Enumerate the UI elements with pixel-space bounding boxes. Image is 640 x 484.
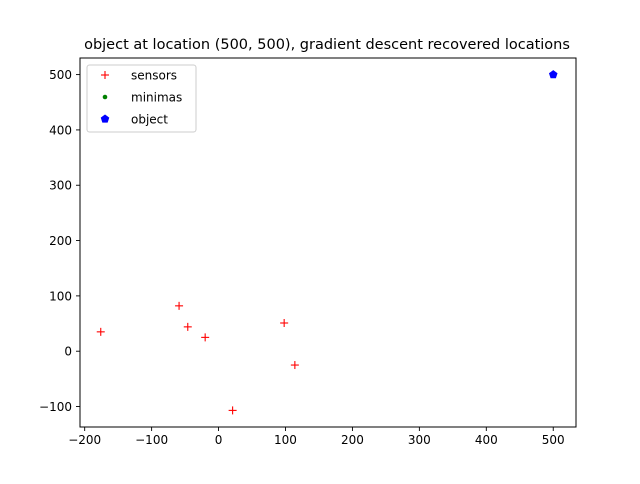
y-tick-label: 400 bbox=[49, 123, 72, 137]
sensors-point bbox=[280, 318, 289, 327]
axes-frame bbox=[79, 57, 577, 428]
legend-label-minimas: minimas bbox=[131, 91, 182, 105]
x-tick-label: 200 bbox=[341, 433, 364, 447]
legend-box bbox=[86, 64, 197, 133]
x-tick-label: 300 bbox=[408, 433, 431, 447]
sensors-point bbox=[290, 361, 299, 370]
legend-label-object: object bbox=[131, 113, 168, 127]
legend-marker-object bbox=[100, 114, 110, 123]
legend-label-sensors: sensors bbox=[131, 69, 177, 83]
plot-area bbox=[96, 70, 558, 415]
object-point bbox=[548, 70, 558, 79]
y-tick-label: 100 bbox=[49, 289, 72, 303]
y-tick-label: 300 bbox=[49, 179, 72, 193]
x-tick-label: 100 bbox=[274, 433, 297, 447]
sensors-point bbox=[201, 333, 210, 342]
x-tick-label: −200 bbox=[68, 433, 101, 447]
y-tick-label: 200 bbox=[49, 234, 72, 248]
axes: −200 −100 0 100 200 300 400 500 −100 0 100 200 300 40… bbox=[39, 57, 577, 447]
sensors-point bbox=[183, 322, 192, 331]
legend-marker-minimas bbox=[102, 94, 108, 100]
legend: sensors minimas object bbox=[86, 64, 197, 133]
y-tick-label: 0 bbox=[64, 345, 72, 359]
y-tick-label: −100 bbox=[39, 400, 72, 414]
legend-marker-sensors bbox=[101, 71, 109, 79]
sensors-point bbox=[96, 327, 105, 336]
sensors-point bbox=[228, 406, 237, 415]
x-tick-label: 400 bbox=[475, 433, 498, 447]
y-tick-label: 500 bbox=[49, 68, 72, 82]
chart-title: object at location (500, 500), gradient … bbox=[84, 37, 570, 53]
x-tick-label: 500 bbox=[542, 433, 565, 447]
x-tick-label: −100 bbox=[135, 433, 168, 447]
x-tick-label: 0 bbox=[215, 433, 223, 447]
sensors-point bbox=[175, 301, 184, 310]
